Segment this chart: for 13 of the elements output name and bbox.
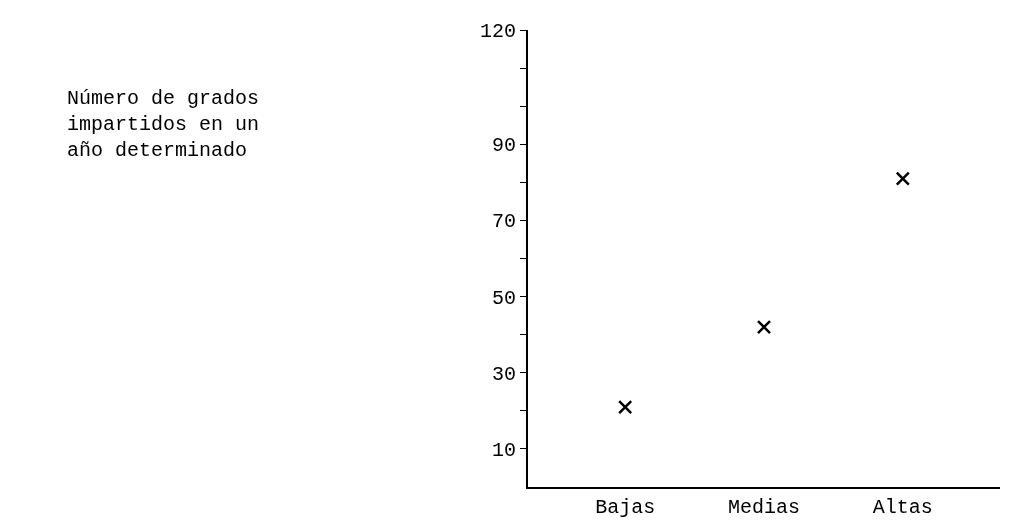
x-tick-label: Bajas bbox=[595, 496, 656, 519]
point bbox=[756, 319, 772, 335]
text: Número de grados impartidos en un año determinado bbox=[67, 87, 260, 162]
y-tick-label: 90 bbox=[491, 134, 516, 158]
y-tick-label: 10 bbox=[491, 438, 516, 462]
point bbox=[895, 171, 911, 186]
y-tick-label: 70 bbox=[491, 210, 516, 234]
x-tick-label: Medias bbox=[727, 496, 801, 519]
y-tick-label: 120 bbox=[479, 20, 516, 43]
point bbox=[617, 399, 633, 415]
y-tick-label: 30 bbox=[491, 362, 516, 386]
y-tick-label: 50 bbox=[491, 286, 516, 310]
x-tick-label: Altas bbox=[872, 496, 933, 519]
